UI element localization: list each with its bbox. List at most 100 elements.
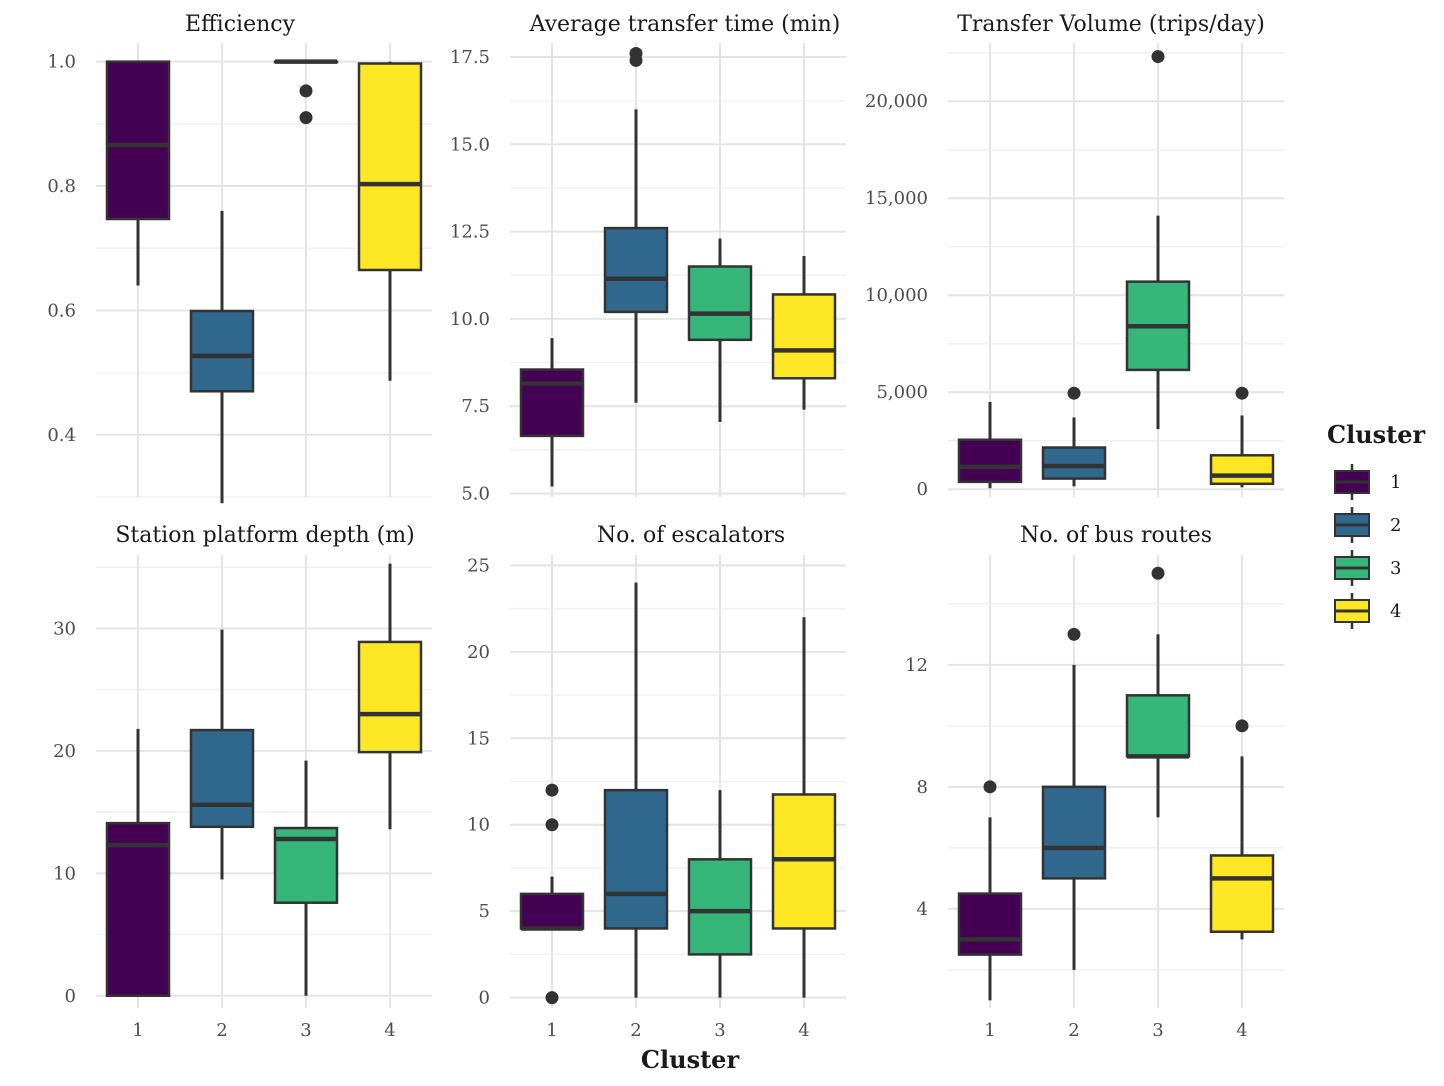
y-tick-label: 12 <box>905 655 928 676</box>
x-tick-label: 2 <box>216 1020 227 1041</box>
y-tick-label: 0.8 <box>47 176 76 197</box>
box-body <box>603 788 669 930</box>
panels-layer: 0.40.60.81.0Efficiency5.07.510.012.515.0… <box>47 12 1284 1041</box>
y-tick-label: 20 <box>467 642 490 663</box>
y-tick-label: 20 <box>53 741 76 762</box>
y-tick-label: 12.5 <box>450 222 490 243</box>
box-body <box>1041 446 1107 480</box>
box-body <box>771 293 837 380</box>
outlier-point <box>1151 566 1165 580</box>
y-tick-label: 5.0 <box>461 484 490 505</box>
box-cluster-1 <box>957 780 1023 1001</box>
box-body <box>189 309 255 393</box>
outlier-point <box>545 991 559 1005</box>
box-cluster-2 <box>603 582 669 998</box>
y-tick-label: 10,000 <box>865 285 928 306</box>
box-body <box>603 226 669 314</box>
box-body <box>189 728 255 829</box>
y-tick-label: 4 <box>917 899 928 920</box>
box-cluster-4 <box>357 61 423 381</box>
y-tick-label: 0 <box>917 479 928 500</box>
x-tick-label: 2 <box>630 1020 641 1041</box>
outlier-point <box>1067 627 1081 641</box>
box-body <box>519 368 585 438</box>
box-body <box>1209 854 1275 933</box>
y-tick-label: 17.5 <box>450 47 490 68</box>
panel-2: 5.0 7.5 10.0 12.5 15.0 17.5 Average transfer t… <box>450 12 846 505</box>
box-body <box>957 892 1023 956</box>
y-tick-label: 10 <box>53 863 76 884</box>
y-tick-label: 15 <box>467 728 490 749</box>
legend-entry-1: 1 <box>1334 464 1401 500</box>
outlier-point <box>983 780 997 794</box>
legend: Cluster 1 2 3 4 <box>1327 420 1426 629</box>
box-body <box>519 892 585 930</box>
outlier-point <box>1235 386 1249 400</box>
x-tick-label: 4 <box>1236 1020 1247 1041</box>
box-cluster-2 <box>189 210 255 504</box>
box-cluster-2 <box>1041 627 1107 970</box>
y-tick-label: 25 <box>467 555 490 576</box>
y-tick-label: 0 <box>479 988 490 1009</box>
box-cluster-3 <box>273 59 339 125</box>
x-tick-label: 1 <box>132 1020 143 1041</box>
y-tick-label: 8 <box>917 777 928 798</box>
y-tick-label: 0.6 <box>47 300 76 321</box>
box-body <box>357 62 423 272</box>
box-cluster-1 <box>519 338 585 487</box>
legend-entry-3: 3 <box>1334 550 1401 586</box>
box-cluster-3 <box>273 760 339 996</box>
y-tick-label: 30 <box>53 618 76 639</box>
x-tick-label: 3 <box>300 1020 311 1041</box>
box-cluster-2 <box>603 46 669 403</box>
box-cluster-1 <box>519 783 585 1005</box>
legend-label: 3 <box>1390 558 1401 579</box>
box-cluster-1 <box>957 401 1023 489</box>
panel-title: No. of escalators <box>597 523 785 548</box>
box-cluster-1 <box>105 60 171 286</box>
y-tick-label: 10.0 <box>450 309 490 330</box>
y-tick-label: 10 <box>467 815 490 836</box>
y-tick-label: 0 <box>65 986 76 1007</box>
box-cluster-3 <box>687 790 753 998</box>
panel-title: No. of bus routes <box>1020 523 1212 548</box>
box-cluster-2 <box>1041 386 1107 487</box>
box-cluster-3 <box>1125 50 1191 430</box>
box-cluster-3 <box>1125 566 1191 818</box>
legend-entry-4: 4 <box>1334 593 1401 629</box>
box-body <box>687 858 753 956</box>
box-body <box>1209 454 1275 486</box>
x-axis-title: Cluster <box>641 1045 740 1074</box>
box-cluster-3 <box>687 238 753 422</box>
panel-title: Transfer Volume (trips/day) <box>957 12 1265 37</box>
y-tick-label: 5 <box>479 901 490 922</box>
box-cluster-1 <box>105 728 171 998</box>
outlier-point <box>299 84 313 98</box>
x-tick-label: 1 <box>546 1020 557 1041</box>
x-tick-label: 2 <box>1068 1020 1079 1041</box>
box-body <box>1125 694 1191 758</box>
outlier-point <box>299 111 313 125</box>
y-tick-label: 20,000 <box>865 91 928 112</box>
x-tick-label: 4 <box>384 1020 395 1041</box>
y-tick-label: 5,000 <box>876 382 928 403</box>
legend-label: 4 <box>1390 601 1401 622</box>
outlier-point <box>629 46 643 60</box>
legend-label: 1 <box>1390 472 1401 493</box>
x-tick-label: 3 <box>714 1020 725 1041</box>
box-body <box>1041 785 1107 880</box>
box-cluster-4 <box>771 256 837 410</box>
panel-4: 0 10 20 30 1 2 3 4 Station platform depth (m) <box>53 523 432 1041</box>
y-tick-label: 0.4 <box>47 425 76 446</box>
outlier-point <box>545 818 559 832</box>
panel-title: Station platform depth (m) <box>115 523 414 548</box>
y-tick-label: 15,000 <box>865 188 928 209</box>
outlier-point <box>1235 719 1249 733</box>
panel-title: Average transfer time (min) <box>529 12 841 37</box>
box-cluster-4 <box>1209 386 1275 488</box>
box-cluster-4 <box>357 563 423 830</box>
outlier-point <box>545 783 559 797</box>
y-tick-label: 7.5 <box>461 396 490 417</box>
